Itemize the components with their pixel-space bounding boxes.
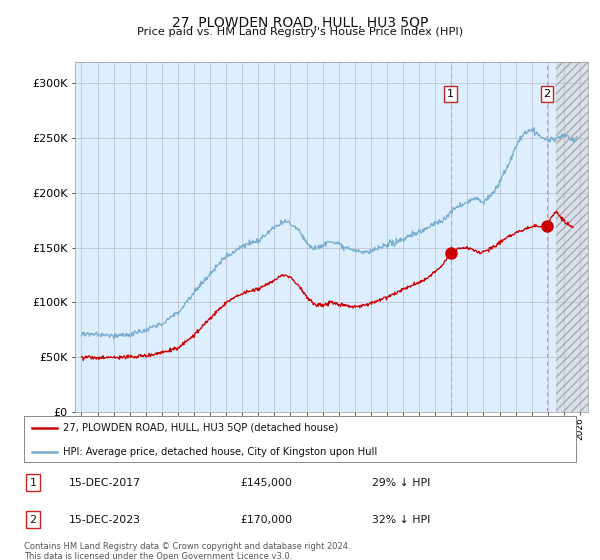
Text: 2: 2 bbox=[29, 515, 37, 525]
Text: 27, PLOWDEN ROAD, HULL, HU3 5QP: 27, PLOWDEN ROAD, HULL, HU3 5QP bbox=[172, 16, 428, 30]
Text: 29% ↓ HPI: 29% ↓ HPI bbox=[372, 478, 430, 488]
Text: 2: 2 bbox=[544, 89, 551, 99]
Text: 1: 1 bbox=[447, 89, 454, 99]
Bar bbox=[556, 62, 588, 412]
Text: 27, PLOWDEN ROAD, HULL, HU3 5QP (detached house): 27, PLOWDEN ROAD, HULL, HU3 5QP (detache… bbox=[62, 423, 338, 432]
Text: 32% ↓ HPI: 32% ↓ HPI bbox=[372, 515, 430, 525]
Text: £145,000: £145,000 bbox=[240, 478, 292, 488]
Text: HPI: Average price, detached house, City of Kingston upon Hull: HPI: Average price, detached house, City… bbox=[62, 447, 377, 457]
Text: 15-DEC-2017: 15-DEC-2017 bbox=[69, 478, 141, 488]
Text: Price paid vs. HM Land Registry's House Price Index (HPI): Price paid vs. HM Land Registry's House … bbox=[137, 27, 463, 37]
Bar bbox=[556, 62, 588, 412]
Text: 15-DEC-2023: 15-DEC-2023 bbox=[69, 515, 141, 525]
Text: £170,000: £170,000 bbox=[240, 515, 292, 525]
Text: Contains HM Land Registry data © Crown copyright and database right 2024.
This d: Contains HM Land Registry data © Crown c… bbox=[24, 542, 350, 560]
Text: 1: 1 bbox=[29, 478, 37, 488]
